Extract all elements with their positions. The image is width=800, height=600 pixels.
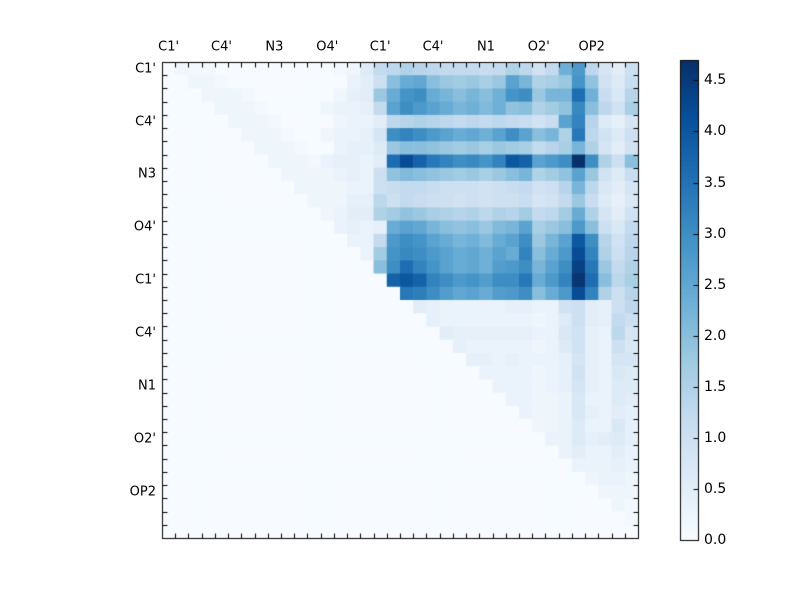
colorbar-tick-label: 2.0 [704, 327, 727, 344]
colorbar-tick-label: 4.0 [704, 123, 727, 140]
x-axis-tick-label: C1' [369, 39, 391, 55]
y-axis-tick-label: O2' [133, 431, 156, 447]
colorbar-tick-label: 4.5 [704, 72, 727, 89]
y-axis-tick-label: C4' [135, 325, 156, 341]
x-axis-tick-label: C4' [211, 39, 232, 55]
y-axis-tick-label: C1' [135, 272, 156, 288]
colorbar-tick-label: 2.5 [704, 276, 727, 293]
y-axis-tick-label: OP2 [129, 484, 156, 500]
colorbar-tick-label: 1.5 [704, 378, 727, 395]
colorbar-tick-label: 3.5 [704, 174, 727, 191]
x-axis-tick-label: N3 [265, 39, 284, 55]
colorbar-tick-label: 0.5 [704, 480, 727, 497]
colorbar-tick-label: 0.0 [704, 532, 727, 548]
x-axis-tick-label: O2' [527, 39, 550, 55]
x-axis-tick-label: C4' [422, 39, 444, 55]
x-axis-tick-label: N1 [476, 39, 495, 55]
y-axis-tick-label: O4' [133, 219, 156, 235]
y-axis-tick-label: N3 [138, 166, 156, 182]
y-axis-tick-label: C1' [135, 61, 156, 77]
colorbar-tick-label: 3.0 [704, 225, 727, 242]
colorbar-tick-label: 1.0 [704, 429, 727, 446]
x-axis-tick-label: OP2 [578, 39, 605, 55]
y-axis-tick-label: C4' [135, 114, 156, 129]
x-axis-tick-label: C1' [158, 39, 180, 55]
x-axis-tick-label: O4' [316, 39, 339, 55]
y-axis-tick-label: N1 [138, 378, 156, 394]
